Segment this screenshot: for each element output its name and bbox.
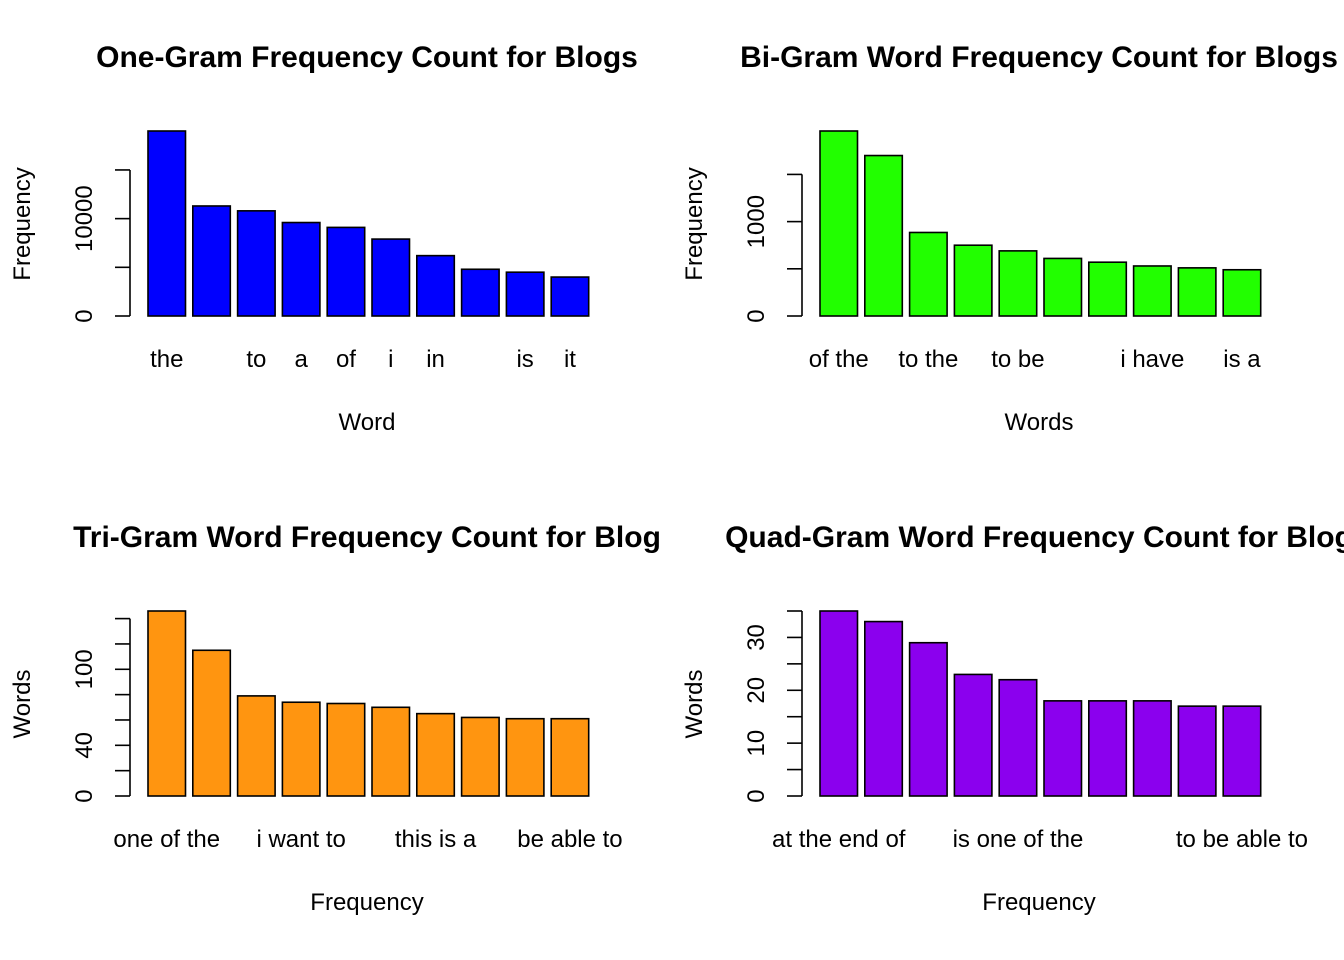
bar: [1177, 705, 1217, 797]
bar: [192, 205, 232, 317]
x-tick-label: to be able to: [1176, 826, 1308, 853]
bar: [998, 678, 1038, 797]
bar: [326, 226, 366, 317]
bar: [908, 641, 948, 797]
bar: [1087, 700, 1128, 797]
chart-title: One-Gram Frequency Count for Blogs: [96, 41, 638, 74]
y-tick-label: 0: [71, 309, 98, 322]
bar: [460, 268, 500, 317]
bar: [415, 254, 456, 317]
chart-title: Quad-Gram Word Frequency Count for Blog: [725, 521, 1344, 554]
bar: [1043, 700, 1083, 797]
y-axis-label: Frequency: [9, 167, 36, 280]
bar: [415, 712, 456, 797]
y-tick-label: 30: [743, 624, 770, 651]
chart-panel-1: One-Gram Frequency Count for Blogs the to a…: [9, 41, 638, 436]
bar: [908, 231, 948, 317]
y-tick-label: 0: [71, 789, 98, 802]
bar: [460, 716, 500, 797]
bar: [147, 130, 187, 317]
bar: [236, 695, 276, 797]
bar: [998, 250, 1038, 317]
bar: [1132, 700, 1172, 797]
bar: [236, 210, 276, 317]
y-tick-label: 20: [743, 677, 770, 704]
y-tick-label: 0: [743, 789, 770, 802]
bar: [505, 271, 545, 317]
y-axis-label: Words: [681, 670, 708, 739]
x-tick-label: in: [426, 346, 445, 373]
bar: [281, 701, 321, 797]
bar: [864, 154, 904, 317]
bar: [1043, 257, 1083, 317]
bar: [147, 610, 187, 797]
bar: [1087, 261, 1128, 317]
x-tick-label: is one of the: [953, 826, 1084, 853]
x-axis-label: Words: [1005, 409, 1074, 436]
x-tick-label: i want to: [256, 826, 345, 853]
y-tick-label: 0: [743, 309, 770, 322]
x-tick-label: is: [516, 346, 533, 373]
x-tick-label: one of the: [113, 826, 220, 853]
x-axis-label: Frequency: [310, 889, 423, 916]
chart-panel-4: Quad-Gram Word Frequency Count for Blog a…: [681, 521, 1344, 916]
chart-panel-2: Bi-Gram Word Frequency Count for Blogs of…: [681, 41, 1338, 436]
x-tick-label: is a: [1223, 346, 1261, 373]
y-tick-label: 1000: [743, 195, 770, 248]
x-tick-label: of the: [809, 346, 869, 373]
bar: [1177, 267, 1217, 317]
x-tick-label: this is a: [395, 826, 477, 853]
x-axis-label: Word: [339, 409, 396, 436]
x-tick-label: of: [336, 346, 356, 373]
x-tick-label: to the: [898, 346, 958, 373]
y-tick-label: 10: [743, 730, 770, 757]
x-tick-label: to be: [991, 346, 1044, 373]
x-axis-label: Frequency: [982, 889, 1095, 916]
x-tick-label: to: [246, 346, 266, 373]
x-tick-label: i: [388, 346, 393, 373]
bar: [192, 649, 232, 797]
bar: [371, 706, 411, 797]
bar: [953, 244, 993, 317]
x-tick-label: at the end of: [772, 826, 906, 853]
bar: [1132, 265, 1172, 317]
bar: [864, 620, 904, 797]
x-tick-label: it: [564, 346, 576, 373]
bar: [281, 221, 321, 317]
x-tick-label: i have: [1120, 346, 1184, 373]
bar: [550, 717, 590, 797]
bar: [326, 702, 366, 797]
bar: [819, 130, 859, 317]
chart-title: Tri-Gram Word Frequency Count for Blog: [73, 521, 661, 554]
bar: [1222, 705, 1262, 797]
x-tick-label: the: [150, 346, 183, 373]
bar: [819, 610, 859, 797]
y-axis-label: Frequency: [681, 167, 708, 280]
x-tick-label: a: [294, 346, 308, 373]
x-tick-label: be able to: [517, 826, 622, 853]
bar: [1222, 268, 1262, 317]
chart-panel-3: Tri-Gram Word Frequency Count for Blog on…: [9, 521, 661, 916]
y-tick-label: 10000: [71, 185, 98, 252]
y-tick-label: 40: [71, 732, 98, 759]
y-axis-label: Words: [9, 670, 36, 739]
bar: [505, 717, 545, 797]
chart-title: Bi-Gram Word Frequency Count for Blogs: [740, 41, 1338, 74]
bar: [550, 276, 590, 317]
y-tick-label: 100: [71, 649, 98, 689]
bar: [371, 238, 411, 317]
bar: [953, 673, 993, 797]
